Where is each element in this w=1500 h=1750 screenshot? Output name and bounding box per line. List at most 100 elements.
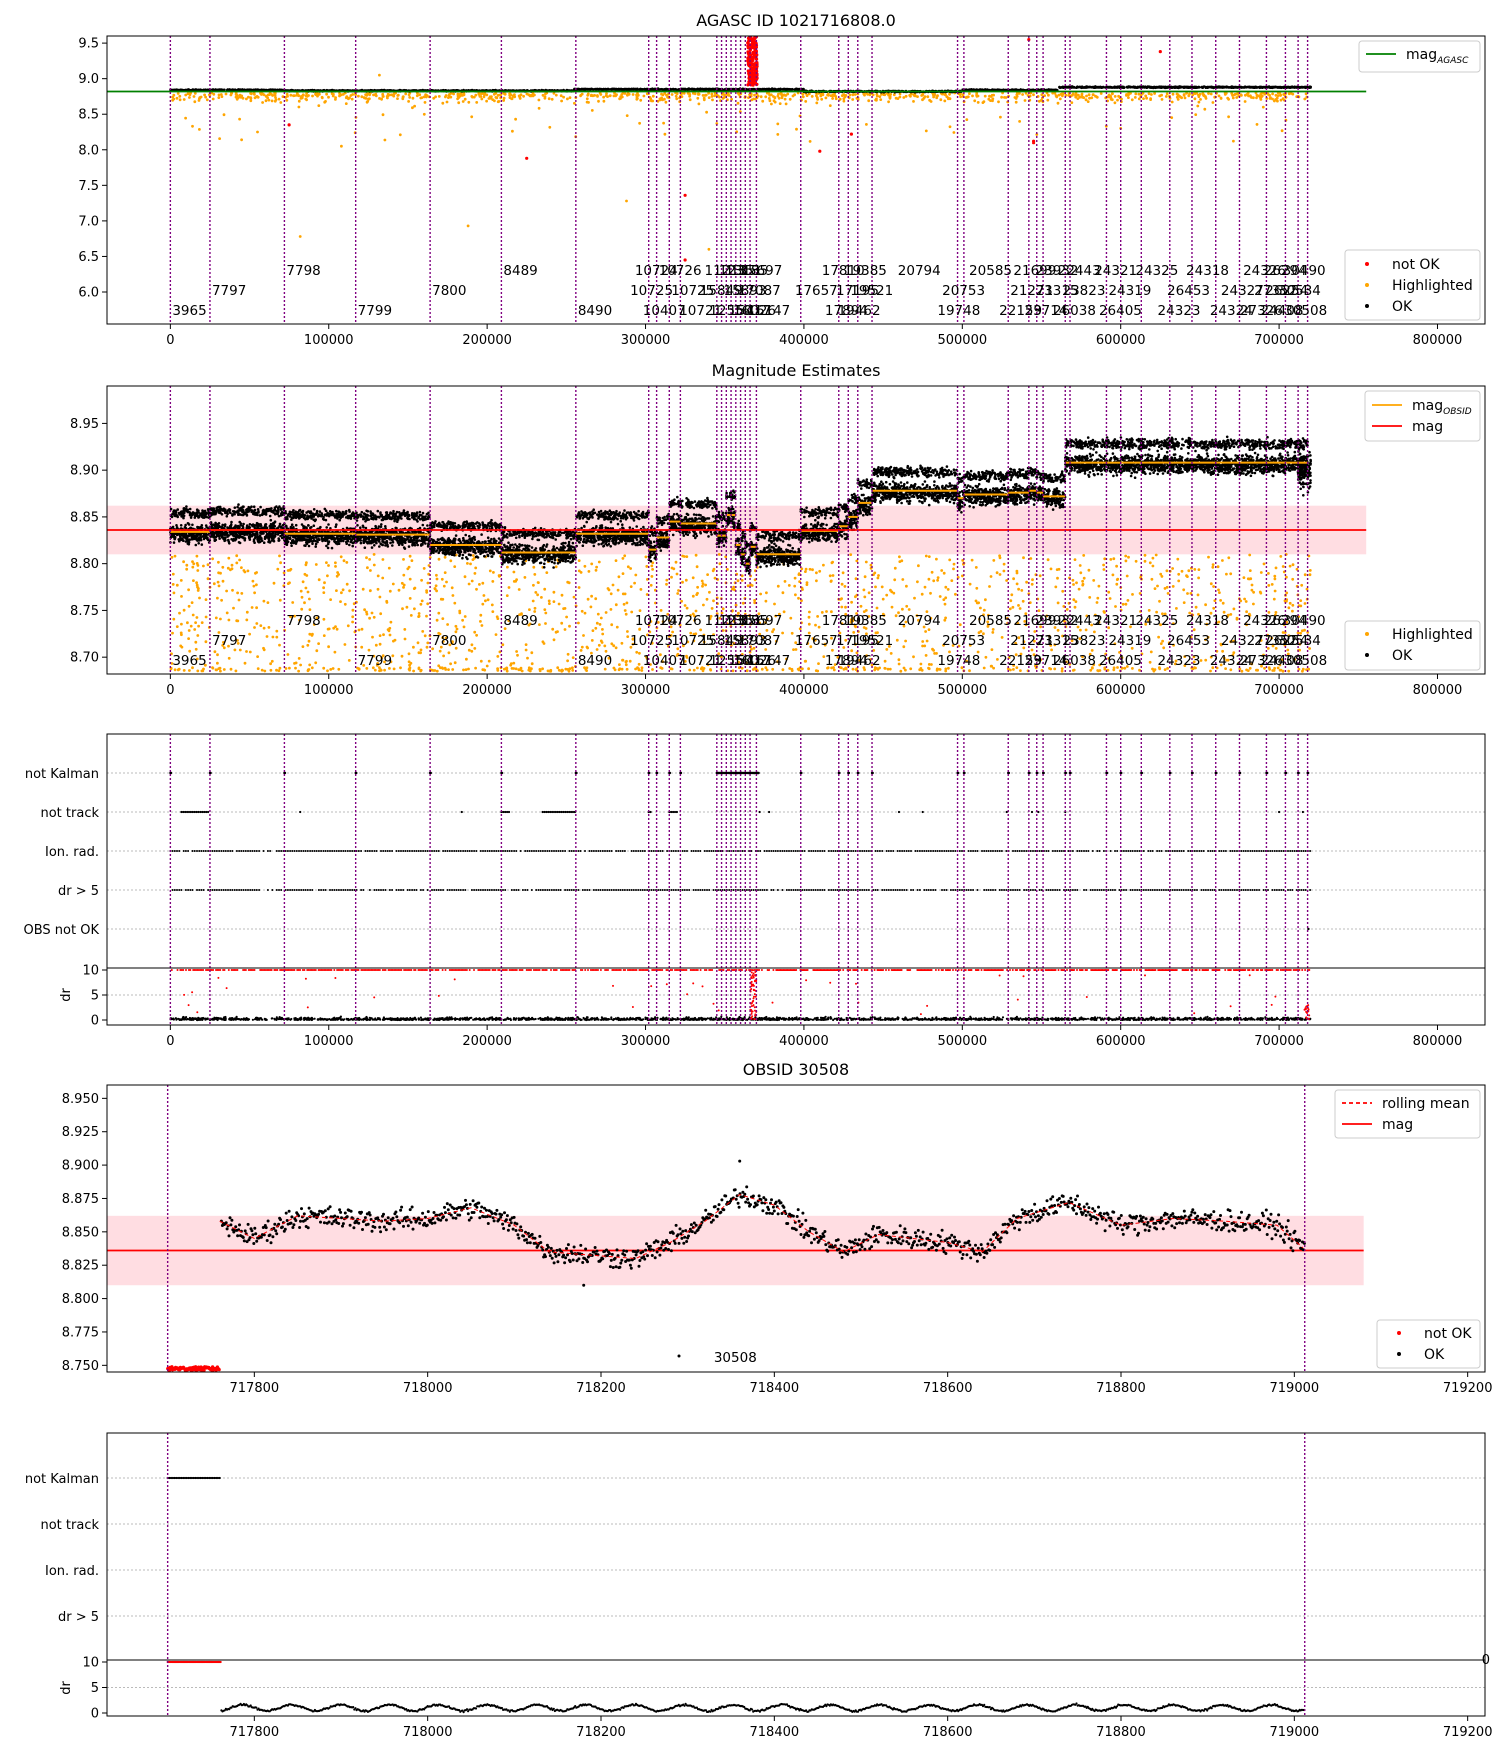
- x-tick-label: 500000: [937, 683, 987, 698]
- flag-label: OBS not OK: [24, 923, 100, 938]
- obsid-label: 16147: [747, 653, 790, 669]
- y-tick-label: 8.875: [62, 1192, 99, 1207]
- obsid-label: 17195: [836, 633, 879, 649]
- y-tick-label: 8.800: [62, 1292, 99, 1307]
- plot-area: 3965779777987799780084898490107241072510…: [107, 36, 1367, 324]
- plot-area: [107, 1085, 1364, 1372]
- obsid-label: 15893: [724, 633, 767, 649]
- panel-flags-overview: not Kalman not track Ion. rad. dr > 5 OBS no…: [24, 733, 1486, 1049]
- ok-points: [856, 493, 874, 517]
- obsid-label: 7798: [286, 263, 320, 279]
- plot-frame: [106, 1432, 1486, 1717]
- ok-points: [1028, 466, 1039, 479]
- x-tick-label: 100000: [304, 1034, 354, 1049]
- ok-points: [1069, 436, 1108, 451]
- dr-not-ok-points: [170, 969, 1311, 1021]
- obsid-label: 24408: [1261, 303, 1304, 319]
- obsid-label: 30490: [1283, 263, 1326, 279]
- ok-points: [169, 505, 211, 520]
- ok-points: [1214, 435, 1241, 451]
- obsid-label: 23932: [1036, 263, 1079, 279]
- legend-point-swatch: [1365, 283, 1369, 287]
- flag-label: not track: [40, 806, 99, 821]
- obsid-label: 17657: [795, 283, 838, 299]
- flag-label: Ion. rad.: [45, 1564, 99, 1579]
- obsid-label: 17894: [825, 303, 868, 319]
- ok-points: [575, 508, 651, 523]
- obsid-label: 26038: [1053, 303, 1096, 319]
- y-tick-label: 6.5: [78, 250, 99, 265]
- ok-points: [1296, 446, 1313, 497]
- plot-frame: [106, 733, 1486, 1026]
- y-tick-label: 8.80: [70, 557, 99, 572]
- obsid-label: 24318: [1186, 613, 1229, 629]
- legend-point-label: OK: [1392, 299, 1413, 315]
- x-tick-label: 400000: [779, 1034, 829, 1049]
- ok-points: [1119, 452, 1143, 479]
- obsid-label: 12550: [709, 303, 752, 319]
- ok-points: [1239, 438, 1268, 451]
- obsid-label: 22159: [999, 653, 1042, 669]
- obsid-label: 19748: [937, 653, 980, 669]
- obsid-label: 27326: [1240, 653, 1283, 669]
- x-tick-label: 0: [166, 683, 174, 698]
- obsid-label: 30490: [1283, 613, 1326, 629]
- y-tick-label: 8.775: [62, 1325, 99, 1340]
- legend-point-swatch: [1397, 1331, 1401, 1335]
- obsid-label: 30534: [1278, 633, 1321, 649]
- obsid-label: 12351: [719, 263, 762, 279]
- obsid-label: 10721: [679, 653, 722, 669]
- legend: [1344, 249, 1481, 321]
- ok-points: [1168, 452, 1194, 476]
- y-tick-label: 8.5: [78, 108, 99, 123]
- obsid-label: 24327: [1221, 283, 1264, 299]
- ok-points: [655, 512, 670, 527]
- obsid-label: 13185: [725, 613, 768, 629]
- y-tick-label: 8.850: [62, 1225, 99, 1240]
- x-tick-label: 200000: [462, 333, 512, 348]
- obsid-label: 24408: [1261, 653, 1304, 669]
- plot-frame: [106, 1084, 1486, 1373]
- ok-points: [354, 509, 431, 523]
- ok-points: [717, 510, 723, 524]
- highlighted-points: [171, 73, 1309, 251]
- x-tick-label: 300000: [621, 333, 671, 348]
- panel-agasc-magnitude: AGASC ID 1021716808.0 3965 7797 7798 7799 780…: [78, 11, 1486, 348]
- obsid-label: 10721: [679, 303, 722, 319]
- obsid-label: 26405: [1099, 653, 1142, 669]
- y-tick-label: 8.750: [62, 1359, 99, 1374]
- obsid-label: 17810: [822, 263, 865, 279]
- plot-frame: [106, 35, 1486, 325]
- obsid-label: 23315: [1036, 633, 1079, 649]
- x-tick-label: 717800: [230, 1381, 280, 1396]
- plot-area: [107, 1433, 1485, 1716]
- ok-points: [573, 87, 805, 92]
- obsid-label: 21699: [1013, 613, 1056, 629]
- x-tick-label: 700000: [1254, 683, 1304, 698]
- obsid-label: 15697: [739, 263, 782, 279]
- panel-flags-obsid: not Kalman not track Ion. rad. dr > 5 0 5 10 dr…: [25, 1432, 1492, 1740]
- obsid-label: 10724: [635, 613, 678, 629]
- legend-point-swatch: [1365, 304, 1369, 308]
- obsid-label: 7799: [358, 303, 392, 319]
- obsid-label: 10724: [635, 263, 678, 279]
- not-ok-points: [166, 1365, 221, 1372]
- panel-magnitude-estimates: Magnitude Estimates 3965 7797 7798 7799 7800 8…: [70, 361, 1486, 698]
- obsid-label: 10407: [643, 653, 686, 669]
- ok-points: [1284, 437, 1300, 449]
- ok-points: [962, 469, 1009, 483]
- x-tick-label: 800000: [1413, 1034, 1463, 1049]
- ok-points: [283, 507, 357, 523]
- legend-point-swatch: [1365, 653, 1369, 657]
- x-tick-label: 718200: [576, 1725, 626, 1740]
- plot-area: [107, 734, 1485, 1025]
- dr-axis-label: dr: [59, 988, 74, 1002]
- obsid-label: 7800: [432, 633, 466, 649]
- obsid-label: 19521: [850, 283, 893, 299]
- obsid-label: 7798: [286, 613, 320, 629]
- x-tick-label: 500000: [937, 1034, 987, 1049]
- obsid-label: 21699: [1013, 263, 1056, 279]
- x-tick-label: 700000: [1254, 333, 1304, 348]
- obsid-label: 10725: [671, 633, 714, 649]
